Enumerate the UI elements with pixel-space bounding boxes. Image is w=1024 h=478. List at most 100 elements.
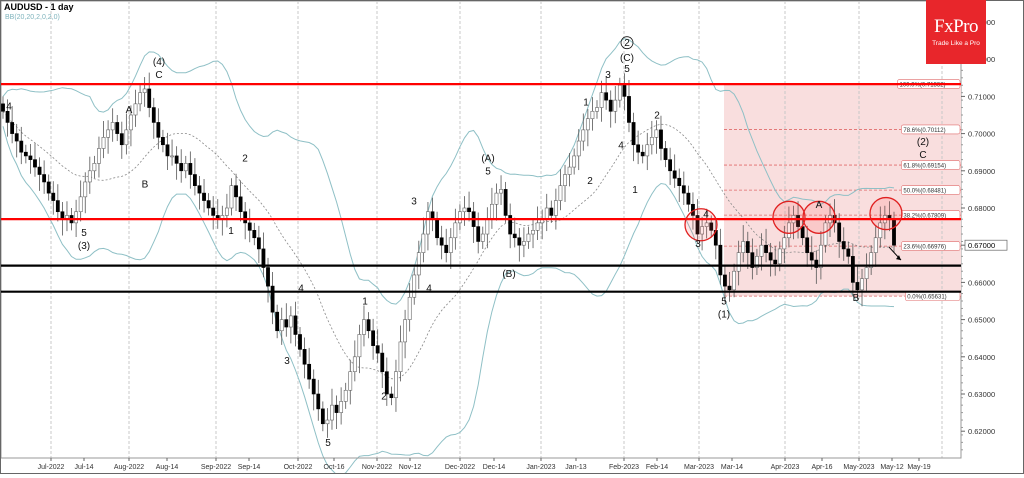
candle-body: [631, 122, 636, 146]
wave-label: (4): [153, 57, 165, 68]
wave-label: C: [155, 70, 162, 81]
candle-body: [426, 211, 430, 235]
fib-level-label: 0.0%(0.65631): [907, 295, 946, 301]
candle-body: [325, 419, 330, 425]
candle-body: [197, 185, 202, 194]
candle-body: [384, 371, 389, 395]
candle-body: [773, 259, 778, 265]
candle-body: [572, 155, 577, 168]
candle-body: [343, 389, 348, 402]
candle-body: [590, 110, 595, 120]
candle-body: [42, 174, 47, 183]
candle-body: [179, 163, 184, 172]
candle-body: [403, 319, 407, 343]
candle-body: [37, 166, 42, 175]
candle-body: [234, 185, 238, 198]
candle-body: [284, 319, 289, 328]
candle-body: [704, 222, 709, 227]
current-price-box: [964, 239, 1008, 251]
candle-body: [553, 200, 558, 216]
candle-body: [581, 129, 586, 142]
candle-body: [193, 174, 197, 186]
candle-body: [279, 319, 284, 332]
candle-body: [558, 185, 563, 201]
candle-body: [229, 185, 234, 209]
candle-body: [389, 393, 394, 399]
fib-label-box: [901, 160, 961, 170]
y-tick-label: 0.69000: [968, 167, 995, 176]
wave-label: A: [126, 105, 133, 116]
candle-body: [585, 118, 590, 131]
candle-body: [339, 401, 344, 413]
candle-body: [512, 233, 517, 239]
x-tick-label: May-2023: [843, 464, 874, 471]
x-tick-label: Aug-14: [156, 464, 179, 471]
wave-label: 3: [411, 196, 417, 207]
candle-body: [485, 218, 490, 235]
candle-body: [841, 241, 846, 250]
x-tick-label: Oct-2022: [284, 464, 313, 471]
wave-label: 5: [624, 64, 630, 75]
candle-body: [115, 122, 120, 134]
candle-body: [247, 222, 252, 231]
y-tick-label: 0.64000: [968, 353, 995, 362]
candle-body: [316, 393, 321, 410]
x-tick-label: Mar-14: [721, 464, 743, 471]
candle-body: [362, 319, 366, 335]
indicator-label: BB(20,20,2,0,2,0): [5, 14, 60, 21]
candle-body: [412, 274, 417, 298]
candle-body: [202, 192, 206, 201]
candle-body: [499, 189, 503, 194]
wave-label: A: [816, 200, 823, 211]
candle-body: [544, 207, 549, 220]
candle-body: [375, 345, 380, 354]
candle-body: [97, 148, 101, 164]
candle-body: [878, 222, 883, 239]
x-tick-label: Oct-16: [323, 464, 344, 471]
candle-body: [261, 248, 266, 268]
candle-body: [869, 252, 874, 268]
candle-body: [174, 155, 179, 164]
candle-body: [521, 241, 526, 246]
candle-body: [1, 103, 5, 112]
candle-body: [782, 237, 787, 250]
x-tick-label: Sep-14: [238, 464, 261, 471]
candle-body: [864, 267, 869, 279]
fib-label-box: [901, 185, 961, 195]
candle-body: [188, 163, 193, 175]
fib-label-box: [901, 241, 961, 251]
candle-body: [608, 99, 613, 112]
wave-label: 3: [695, 239, 701, 250]
candle-body: [371, 330, 376, 346]
wave-label: 3: [605, 70, 611, 81]
x-tick-label: Aug-2022: [114, 464, 144, 471]
candle-body: [787, 222, 791, 239]
candle-body: [394, 371, 398, 399]
candle-body: [531, 230, 535, 235]
candle-body: [421, 233, 426, 253]
candle-body: [727, 285, 732, 291]
candle-body: [700, 226, 704, 235]
fib-level-label: 23.6%(0.66976): [903, 245, 946, 251]
wave-label: 1: [583, 98, 589, 109]
fib-level-label: 61.8%(0.69154): [903, 164, 946, 170]
candle-body: [805, 237, 810, 253]
fib-label-box: [901, 124, 961, 135]
candle-body: [595, 107, 599, 112]
wave-label: 4: [298, 284, 304, 295]
candle-body: [640, 151, 645, 157]
candle-body: [124, 129, 129, 146]
candle-body: [293, 315, 298, 335]
wave-label: 2: [242, 154, 248, 165]
candle-body: [183, 163, 188, 172]
candle-body: [663, 148, 668, 160]
bollinger-middle: [2, 111, 895, 380]
candle-body: [549, 207, 554, 216]
bollinger-upper: [2, 38, 895, 305]
wave-label: (1): [718, 310, 730, 321]
candle-body: [503, 189, 508, 216]
wave-label: 5: [721, 297, 727, 308]
x-tick-label: Jan-2023: [526, 464, 555, 471]
candle-body: [170, 155, 174, 158]
